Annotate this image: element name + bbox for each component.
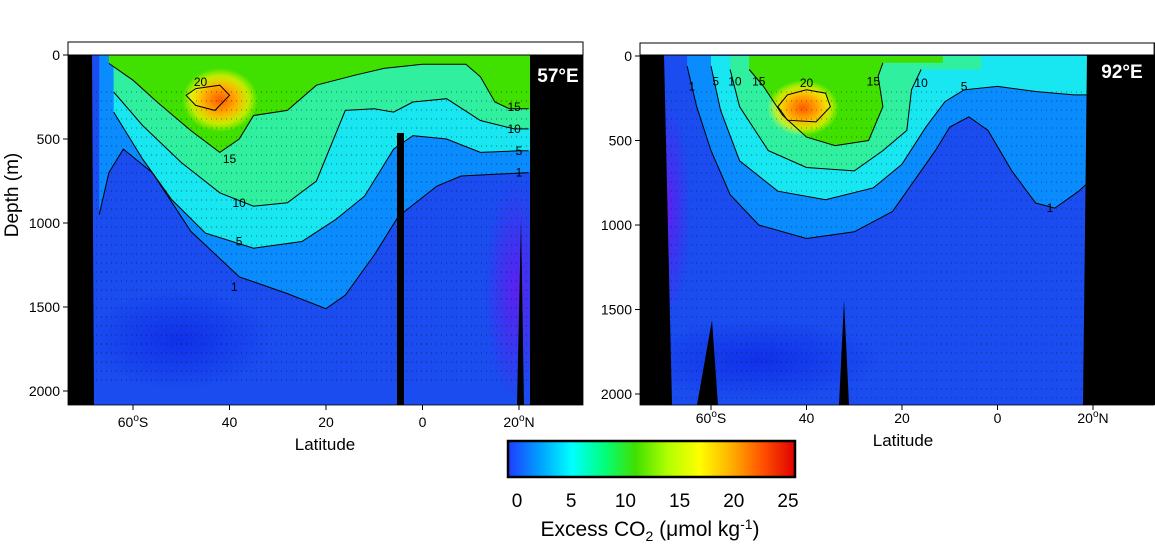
y-tick-label: 2000 <box>29 383 60 399</box>
x-axis: 60oS 40 20 0 20oN <box>696 405 1109 426</box>
x-tick-label: 0 <box>994 410 1002 426</box>
section-panel-92e: 20 15 15 10 10 5 5 1 1 0 500 1000 1500 2000 60oS 40 20… <box>601 42 1155 450</box>
contour-10 <box>729 69 922 172</box>
y-tick-label: 2000 <box>601 386 632 402</box>
x-tick-label: 20oN <box>503 413 534 430</box>
contour-label: 5 <box>961 79 968 93</box>
y-tick-label: 500 <box>609 133 633 149</box>
plot-frame-top <box>639 42 1155 56</box>
bathymetry-mask <box>640 55 1155 405</box>
concentration-field <box>640 55 1155 405</box>
x-axis: 60oS 40 20 0 20oN <box>118 405 535 430</box>
contour-lines: 20 15 15 10 10 5 5 1 1 <box>98 62 529 310</box>
y-tick-label: 0 <box>624 48 632 64</box>
x-tick-label: 0 <box>419 414 427 430</box>
x-axis-label: Latitude <box>295 435 356 454</box>
colorbar-tick-label: 0 <box>512 491 523 512</box>
contour-label: 20 <box>194 75 208 89</box>
y-tick-label: 1000 <box>29 215 60 231</box>
contour-label: 1 <box>516 166 523 180</box>
colorbar-scale <box>506 439 797 479</box>
bathymetry-mask <box>68 55 583 405</box>
contour-label: 15 <box>752 74 766 88</box>
panel-title: 92°E <box>1101 62 1142 83</box>
contour-label: 5 <box>516 144 523 158</box>
y-tick-label: 1500 <box>601 302 632 318</box>
contour-label: 5 <box>236 234 243 248</box>
y-axis: 0 500 1000 1500 2000 <box>29 47 68 399</box>
sample-points <box>68 85 528 385</box>
contour-label: 20 <box>800 76 814 90</box>
contour-label: 15 <box>223 152 237 166</box>
contour-label: 1 <box>231 280 238 294</box>
contour-label: 10 <box>914 76 928 90</box>
plot-frame-top <box>67 41 584 56</box>
section-panel-57e: 20 15 15 10 10 5 5 1 1 0 500 1000 1500 2000 60oS 40 20… <box>2 41 584 454</box>
x-tick-label: 20 <box>894 410 910 426</box>
colorbar-tick-label: 5 <box>566 491 577 512</box>
contour-lines: 20 15 15 10 10 5 5 1 1 <box>686 62 1094 240</box>
y-axis: 0 500 1000 1500 2000 <box>601 48 640 402</box>
y-axis-label: Depth (m) <box>2 153 23 237</box>
x-tick-label: 60oS <box>118 413 148 430</box>
y-tick-label: 1000 <box>601 217 632 233</box>
contour-label: 10 <box>728 74 742 88</box>
colorbar-tick-label: 25 <box>777 491 798 512</box>
contour-1 <box>686 65 1094 240</box>
colorbar-tick-label: 15 <box>669 491 690 512</box>
contour-20 <box>777 89 831 123</box>
x-tick-label: 60oS <box>696 409 726 426</box>
colorbar-label: Excess CO2 (μmol kg-1) <box>540 516 759 544</box>
x-tick-label: 20oN <box>1077 409 1108 426</box>
contour-label: 10 <box>232 196 246 210</box>
contour-label: 15 <box>867 74 881 88</box>
contour-10 <box>113 91 529 207</box>
panel-title: 57°E <box>537 66 578 87</box>
contour-15 <box>748 62 884 147</box>
contour-1 <box>98 148 529 310</box>
contour-5 <box>113 111 529 249</box>
colorbar-tick-label: 10 <box>615 491 636 512</box>
sample-points <box>640 85 1090 405</box>
x-tick-label: 40 <box>799 410 815 426</box>
contour-5 <box>710 65 1093 201</box>
x-axis-label: Latitude <box>873 431 934 450</box>
contour-20 <box>185 84 231 111</box>
contour-label: 1 <box>689 79 696 93</box>
y-tick-label: 1500 <box>29 299 60 315</box>
contour-label: 15 <box>507 100 521 114</box>
y-tick-label: 0 <box>52 47 60 63</box>
y-tick-label: 500 <box>37 131 61 147</box>
colorbar: 0 5 10 15 20 25 Excess CO2 (μmol kg-1) <box>506 439 799 544</box>
colorbar-tick-label: 20 <box>723 491 744 512</box>
contour-label: 10 <box>507 122 521 136</box>
contour-label: 5 <box>712 74 719 88</box>
contour-label: 1 <box>1047 201 1054 215</box>
x-tick-label: 20 <box>318 414 334 430</box>
plot-frame <box>639 42 1155 406</box>
x-tick-label: 40 <box>222 414 238 430</box>
colorbar-ticks: 0 5 10 15 20 25 <box>512 491 799 512</box>
contour-15 <box>108 62 529 154</box>
